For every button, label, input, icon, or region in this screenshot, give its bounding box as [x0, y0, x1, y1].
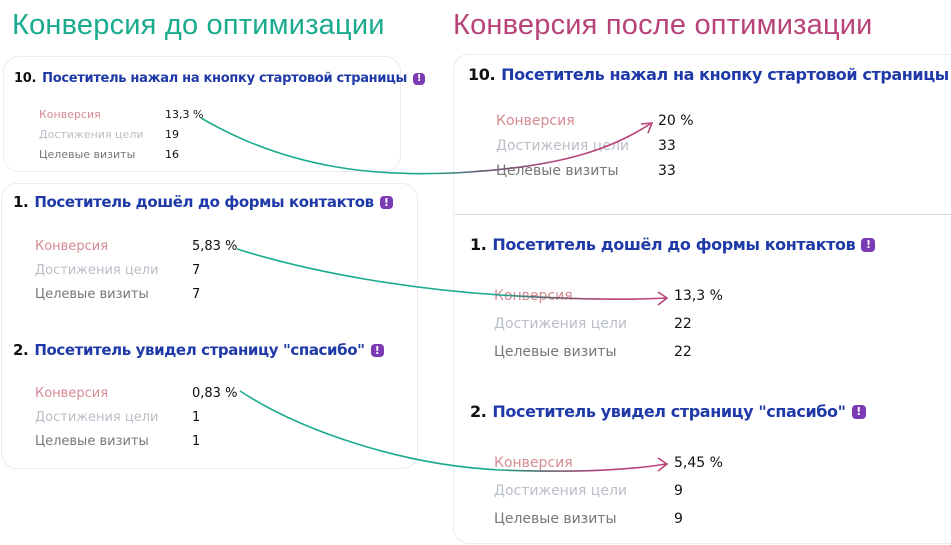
conversion-label: Конверсия — [494, 288, 573, 304]
visits-label: Целевые визиты — [35, 287, 149, 302]
achievements-label: Достижения цели — [35, 410, 159, 425]
warning-icon[interactable]: ! — [861, 237, 876, 252]
achievements-label: Достижения цели — [39, 128, 144, 141]
conversion-label: Конверсия — [496, 113, 575, 129]
conversion-value: 0,83 % — [192, 386, 238, 401]
goal-name-link[interactable]: Посетитель дошёл до формы контактов — [492, 235, 856, 254]
visits-label: Целевые визиты — [496, 163, 619, 179]
visits-label: Целевые визиты — [39, 148, 136, 161]
visits-value: 22 — [674, 344, 692, 360]
goal-title: 10. Посетитель нажал на кнопку стартовой… — [468, 65, 951, 84]
achievements-label: Достижения цели — [494, 483, 627, 499]
warning-icon[interactable]: ! — [851, 404, 866, 419]
conversion-label: Конверсия — [35, 239, 109, 254]
achievements-value: 19 — [165, 128, 179, 141]
warning-icon[interactable]: ! — [379, 195, 393, 209]
goal-name-link[interactable]: Посетитель увидел страницу "спасибо" — [34, 341, 365, 359]
goal-number: 2. — [13, 341, 29, 359]
after-heading: Конверсия после оптимизации — [453, 9, 873, 41]
goal-name-link[interactable]: Посетитель дошёл до формы контактов — [34, 193, 374, 211]
achievements-value: 9 — [674, 483, 683, 499]
achievements-value: 22 — [674, 316, 692, 332]
goal-number: 1. — [13, 193, 29, 211]
visits-value: 33 — [658, 163, 676, 179]
conversion-label: Конверсия — [35, 386, 109, 401]
before-goals-card: 1. Посетитель дошёл до формы контактов !… — [1, 183, 418, 469]
conversion-value: 13,3 % — [165, 108, 204, 121]
conversion-value: 5,83 % — [192, 239, 238, 254]
visits-value: 1 — [192, 434, 201, 449]
conversion-label: Конверсия — [494, 455, 573, 471]
before-heading: Конверсия до оптимизации — [12, 9, 385, 41]
achievements-value: 1 — [192, 410, 201, 425]
warning-icon[interactable]: ! — [412, 72, 425, 85]
visits-label: Целевые визиты — [494, 511, 617, 527]
achievements-value: 33 — [658, 138, 676, 154]
goal-name-link[interactable]: Посетитель нажал на кнопку стартовой стр… — [42, 71, 407, 86]
after-goals-card: 10. Посетитель нажал на кнопку стартовой… — [453, 54, 951, 544]
achievements-label: Достижения цели — [35, 263, 159, 278]
goal-number: 10. — [468, 65, 496, 84]
conversion-value: 5,45 % — [674, 455, 723, 471]
visits-value: 16 — [165, 148, 179, 161]
section-divider — [455, 214, 951, 215]
goal-number: 2. — [470, 402, 487, 421]
visits-label: Целевые визиты — [494, 344, 617, 360]
goal-number: 1. — [470, 235, 487, 254]
visits-value: 7 — [192, 287, 201, 302]
goal-name-link[interactable]: Посетитель увидел страницу "спасибо" — [492, 402, 846, 421]
achievements-label: Достижения цели — [494, 316, 627, 332]
achievements-value: 7 — [192, 263, 201, 278]
achievements-label: Достижения цели — [496, 138, 629, 154]
goal-title: 2. Посетитель увидел страницу "спасибо" … — [470, 402, 866, 421]
goal-name-link[interactable]: Посетитель нажал на кнопку стартовой стр… — [501, 65, 949, 84]
goal-title: 1. Посетитель дошёл до формы контактов ! — [470, 235, 876, 254]
visits-label: Целевые визиты — [35, 434, 149, 449]
conversion-label: Конверсия — [39, 108, 101, 121]
goal-title: 2. Посетитель увидел страницу "спасибо" … — [13, 341, 384, 359]
goal-title: 1. Посетитель дошёл до формы контактов ! — [13, 193, 393, 211]
warning-icon[interactable]: ! — [370, 343, 384, 357]
goal-title: 10. Посетитель нажал на кнопку стартовой… — [14, 71, 425, 86]
before-goal-10-card: 10. Посетитель нажал на кнопку стартовой… — [3, 56, 425, 172]
conversion-value: 13,3 % — [674, 288, 723, 304]
visits-value: 9 — [674, 511, 683, 527]
conversion-value: 20 % — [658, 113, 694, 129]
goal-number: 10. — [14, 71, 37, 86]
